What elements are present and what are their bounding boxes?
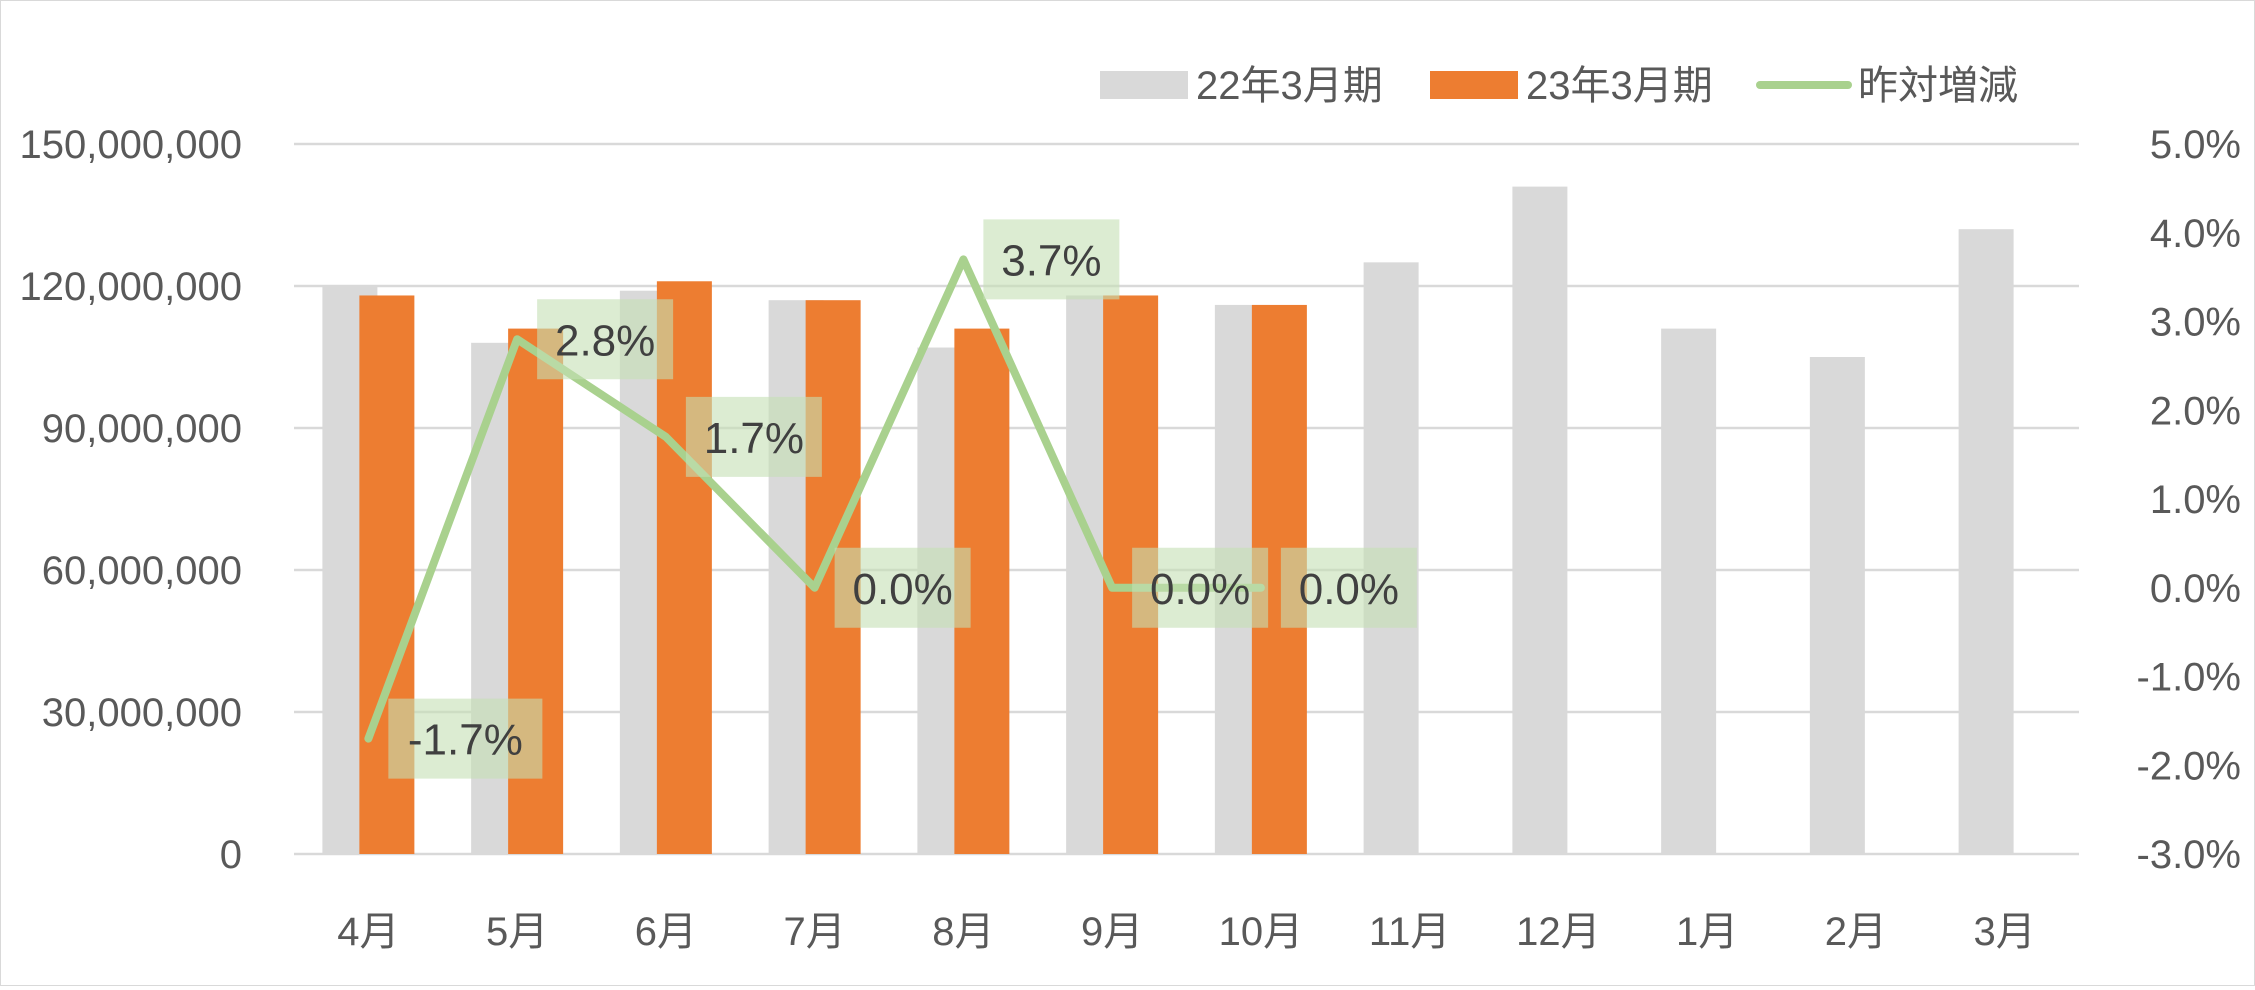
legend-item-yoy: 昨対増減 [1756,64,2018,108]
x-tick-label: 12月 [1516,910,1601,954]
data-label-box [1132,547,1269,628]
data-label-box [537,299,674,380]
legend-item-22: 22年3月期 [1100,64,1383,108]
y-tick-label: 0 [220,833,242,877]
y2-axis: -3.0% -2.0% -1.0% 0.0% 1.0% 2.0% 3.0% 4.0% 5.0% [2137,123,2242,877]
y2-tick-label: 4.0% [2150,212,2241,256]
x-tick-label: 9月 [1081,910,1143,954]
data-label: 3.7% [1001,236,1101,285]
data-label: 0.0% [1299,565,1399,614]
data-label: 0.0% [1150,565,1250,614]
legend-label-yoy: 昨対増減 [1858,64,2018,108]
line-series [364,255,1265,743]
bar-22 [1958,229,2014,854]
data-labels: -1.7% 2.8% 1.7% 0.0% 3.7% 0.0% 0.0% [388,219,1417,779]
y-tick-label: 60,000,000 [42,549,242,593]
data-label: -1.7% [408,716,523,765]
y-tick-label: 150,000,000 [20,123,242,167]
x-tick-label: 2月 [1825,910,1887,954]
legend-label-22: 22年3月期 [1196,64,1383,108]
data-label-box [388,698,543,779]
x-tick-label: 3月 [1974,910,2036,954]
x-tick-label: 8月 [932,910,994,954]
x-tick-label: 4月 [337,910,399,954]
y2-tick-label: 5.0% [2150,123,2241,167]
y2-tick-label: 2.0% [2150,389,2241,433]
legend-item-23: 23年3月期 [1430,64,1713,108]
y2-tick-label: 1.0% [2150,478,2241,522]
bar-22 [1512,186,1568,855]
y2-tick-label: -2.0% [2137,744,2242,788]
x-tick-label: 7月 [784,910,846,954]
legend-swatch-22 [1100,71,1188,99]
data-label: 2.8% [555,316,655,365]
bar-22 [1661,328,1717,855]
x-tick-label: 6月 [635,910,697,954]
data-label-box [1280,547,1417,628]
x-tick-label: 5月 [486,910,548,954]
y2-tick-label: 0.0% [2150,567,2241,611]
x-axis: 4月 5月 6月 7月 8月 9月 10月 11月 12月 1月 2月 3月 [337,910,2036,954]
legend: 22年3月期 23年3月期 昨対増減 [1100,64,2018,108]
y2-tick-label: -3.0% [2137,833,2242,877]
y-tick-label: 120,000,000 [20,265,242,309]
data-label-box [834,547,971,628]
bar-22 [1809,357,1865,854]
data-label-box [685,396,822,477]
yoy-line [364,255,1265,743]
data-label: 1.7% [704,414,804,463]
x-tick-label: 1月 [1676,910,1738,954]
data-label: 0.0% [852,565,952,614]
y-axis: 0 30,000,000 60,000,000 90,000,000 120,000,0… [20,123,242,877]
y-tick-label: 90,000,000 [42,407,242,451]
x-tick-label: 11月 [1369,910,1451,954]
y2-tick-label: -1.0% [2137,656,2242,700]
data-label-box [983,219,1120,300]
y-tick-label: 30,000,000 [42,691,242,735]
legend-swatch-23 [1430,71,1518,99]
y2-tick-label: 3.0% [2150,301,2241,345]
x-tick-label: 10月 [1219,910,1304,954]
legend-label-23: 23年3月期 [1526,64,1713,108]
